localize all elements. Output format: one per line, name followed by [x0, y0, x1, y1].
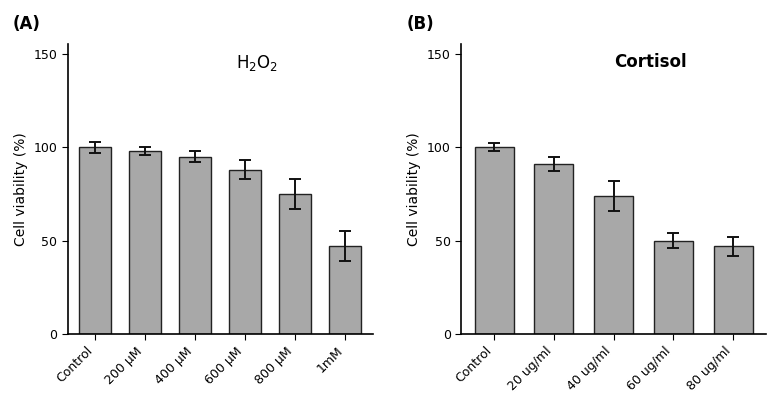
Bar: [79, 147, 112, 334]
Y-axis label: Cell viability (%): Cell viability (%): [407, 132, 421, 246]
Y-axis label: Cell viability (%): Cell viability (%): [14, 132, 28, 246]
Bar: [475, 147, 513, 334]
Text: (A): (A): [12, 15, 41, 33]
Bar: [229, 170, 261, 334]
Text: H$_2$O$_2$: H$_2$O$_2$: [236, 53, 278, 73]
Bar: [329, 246, 361, 334]
Bar: [279, 194, 311, 334]
Text: (B): (B): [406, 15, 434, 33]
Bar: [594, 196, 633, 334]
Bar: [179, 157, 211, 334]
Bar: [534, 164, 573, 334]
Bar: [129, 151, 161, 334]
Bar: [714, 246, 753, 334]
Text: Cortisol: Cortisol: [614, 53, 686, 71]
Bar: [654, 241, 693, 334]
